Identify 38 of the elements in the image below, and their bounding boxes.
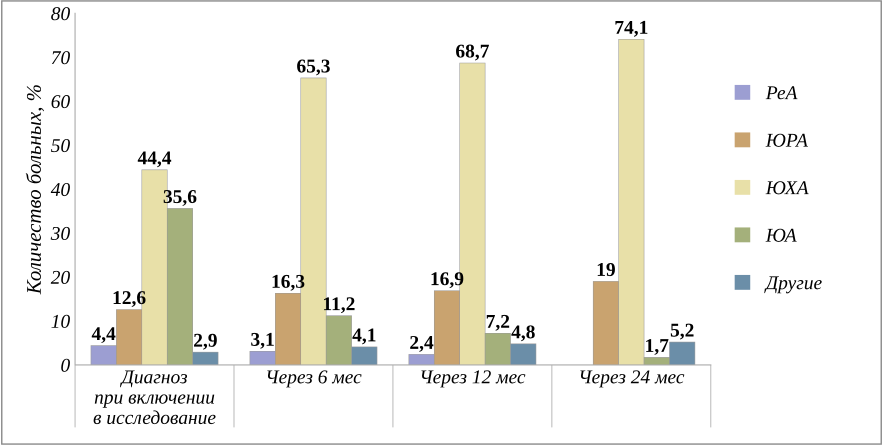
legend-label: ЮА	[766, 228, 797, 242]
data-label: 35,6	[164, 190, 196, 206]
legend-label: ЮХА	[766, 181, 809, 194]
data-label: 65,3	[297, 60, 330, 76]
y-axis-title: Количество больных, %	[26, 85, 44, 294]
y-tick-label: 40	[50, 182, 70, 196]
data-label: 4,4	[92, 327, 116, 344]
data-label: 68,7	[456, 44, 489, 60]
data-label: 3,1	[251, 332, 274, 349]
data-label: 4,8	[511, 325, 535, 342]
data-label: 11,2	[324, 297, 355, 314]
x-tick-label: Диагноз при включении в исследование	[94, 370, 216, 424]
y-tick-label: 10	[51, 314, 70, 328]
y-tick-label: 50	[51, 138, 70, 152]
data-label: 16,9	[432, 272, 464, 288]
data-label: 2,4	[410, 336, 434, 352]
data-label: 16,3	[272, 274, 304, 291]
x-tick-label: Через 24 мес	[580, 370, 684, 388]
data-label: 4,1	[352, 328, 376, 344]
data-label: 74,1	[615, 20, 648, 37]
data-label: 1,7	[646, 339, 668, 355]
x-tick-label: Через 12 мес	[421, 370, 526, 388]
y-tick-label: 20	[50, 270, 70, 284]
y-tick-label: 30	[50, 226, 70, 240]
data-label: 2,9	[194, 334, 217, 350]
x-tick-label: Через 6 мес	[267, 370, 362, 388]
legend-label: РеА	[766, 86, 798, 100]
y-tick-label: 80	[51, 7, 70, 20]
data-label: 7,2	[486, 314, 510, 331]
y-tick-label: 70	[52, 51, 70, 64]
legend-label: Другие	[764, 276, 822, 294]
y-tick-label: 0	[61, 358, 70, 372]
data-label: 12,6	[114, 291, 146, 308]
data-label: 44,4	[138, 151, 172, 168]
y-tick-label: 60	[52, 95, 70, 108]
data-label: 5,2	[670, 324, 694, 340]
data-label: 19	[598, 263, 615, 276]
legend-label: ЮРА	[766, 134, 808, 147]
